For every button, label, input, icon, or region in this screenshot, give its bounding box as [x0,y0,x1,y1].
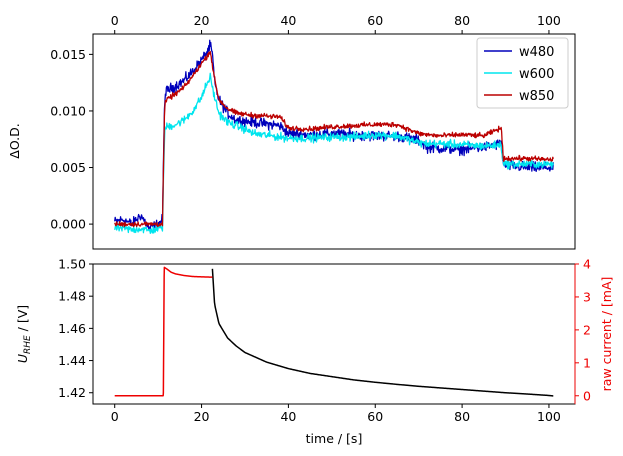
bottom-right-y-tick-label: 0 [583,388,591,403]
legend-label-w480: w480 [519,45,554,60]
legend-frame [476,37,569,109]
top-series-layer [114,39,554,235]
ylabel-unit: / [V] [15,305,30,335]
bottom-x-ticks: 0 20 40 60 80 100 [111,404,561,424]
top-y-tick-label: 0.010 [50,103,86,118]
bottom-y-ticks-right: 0 1 2 3 4 [574,257,591,404]
ylabel-main: U [15,354,30,363]
top-plot-frame [92,33,576,250]
top-x-ticks-top: 0 20 40 60 80 100 [111,13,561,34]
top-x-tick-label: 100 [537,13,561,28]
bottom-left-y-tick-label: 1.50 [58,257,86,272]
bottom-x-tick-label: 60 [367,409,383,424]
top-x-tick-label: 60 [367,13,383,28]
bottom-right-y-tick-label: 2 [583,322,591,337]
bottom-x-axis-label: time / [s] [306,431,363,446]
bottom-x-tick-label: 100 [537,409,561,424]
top-x-tick-label: 80 [454,13,470,28]
top-x-tick-label: 0 [111,13,119,28]
top-y-tick-label: 0.005 [50,160,86,175]
bottom-left-y-tick-label: 1.48 [58,289,86,304]
bottom-left-y-tick-label: 1.44 [58,353,86,368]
current-line [114,266,213,397]
bottom-series-layer [114,266,554,397]
bottom-x-tick-label: 20 [194,409,210,424]
bottom-y-ticks-left: 1.42 1.44 1.46 1.48 1.50 [58,257,93,400]
top-y-ticks: 0.000 0.005 0.010 0.015 [50,47,93,232]
ylabel-subscript: RHE [23,335,33,354]
top-y-axis-label: ΔO.D. [7,123,22,158]
top-y-tick-label: 0.000 [50,217,86,232]
potential-line [211,268,554,397]
bottom-panel: 0 20 40 60 80 100 1.421.441.461.481.50 01234 … [15,257,614,447]
bottom-x-tick-label: 80 [454,409,470,424]
bottom-x-tick-label: 40 [280,409,296,424]
bottom-left-y-axis-label: URHE / [V] [15,305,33,363]
top-y-tick-label: 0.015 [50,47,86,62]
bottom-left-y-tick-label: 1.42 [58,385,86,400]
bottom-right-y-axis-label: raw current / [mA] [599,277,614,392]
series-line-w600 [114,72,554,235]
bottom-right-y-tick-label: 1 [583,355,591,370]
bottom-left-y-tick-label: 1.46 [58,321,86,336]
bottom-right-y-tick-label: 3 [583,289,591,304]
legend-label-w600: w600 [519,67,554,82]
bottom-x-tick-label: 0 [111,409,119,424]
series-line-w850 [114,50,554,228]
legend-label-w850: w850 [519,89,554,104]
top-x-tick-label: 20 [194,13,210,28]
top-x-tick-label: 40 [280,13,296,28]
legend: w480 w600 w850 [476,37,569,109]
bottom-right-y-tick-label: 4 [583,257,591,272]
